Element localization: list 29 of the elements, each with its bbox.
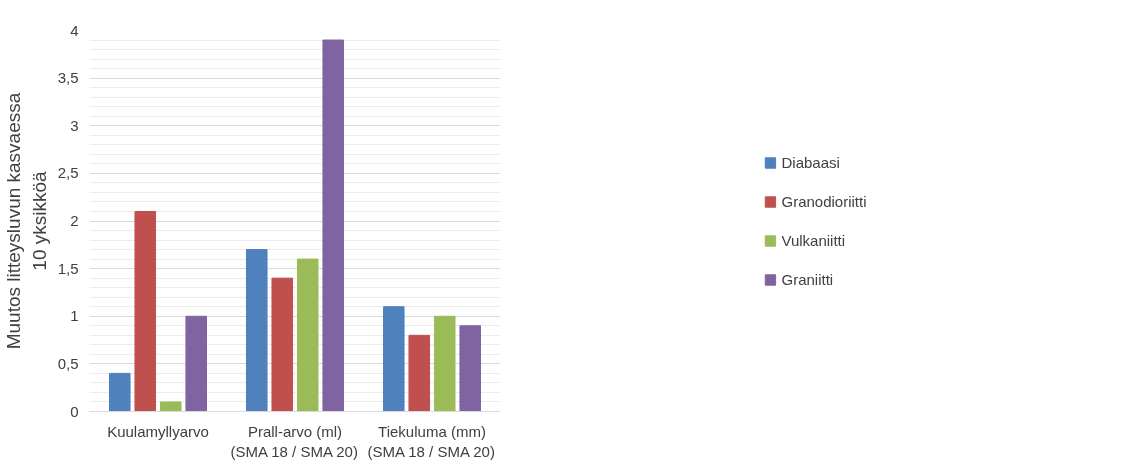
legend-label: Graniitti <box>781 270 834 288</box>
legend-label: Diabaasi <box>781 153 840 171</box>
bar <box>433 315 456 412</box>
bar <box>271 277 294 412</box>
bar <box>134 210 157 412</box>
bar <box>408 334 431 412</box>
bar <box>296 258 319 412</box>
y-tick-label: 3 <box>70 116 79 134</box>
y-tick-label: 4 <box>70 21 79 39</box>
y-tick-label: 0,5 <box>57 354 79 372</box>
y-axis-title: Muutos litteysluvun kasvaessa 10 yksikköä <box>3 92 50 350</box>
bar <box>383 306 405 412</box>
y-tick-label: 2 <box>70 212 79 229</box>
legend-label: Vulkaniitti <box>781 231 846 249</box>
bar <box>322 39 344 412</box>
x-tick-label: Tiekuluma (mm) (SMA 18 / SMA 20) <box>367 422 495 460</box>
bar <box>159 401 182 412</box>
bar <box>109 372 131 412</box>
x-tick-label: Prall-arvo (ml) (SMA 18 / SMA 20) <box>230 422 358 460</box>
bar <box>246 249 268 412</box>
y-tick-label: 1 <box>70 307 79 325</box>
bar <box>185 315 207 412</box>
bar <box>459 325 481 412</box>
y-tick-label: 3,5 <box>57 69 79 87</box>
legend-label: Granodioriitti <box>781 192 867 210</box>
y-tick-label: 2,5 <box>57 164 79 182</box>
y-tick-label: 1,5 <box>57 259 79 277</box>
x-tick-label: Kuulamyllyarvo <box>107 422 209 440</box>
y-tick-label: 0 <box>70 402 79 420</box>
